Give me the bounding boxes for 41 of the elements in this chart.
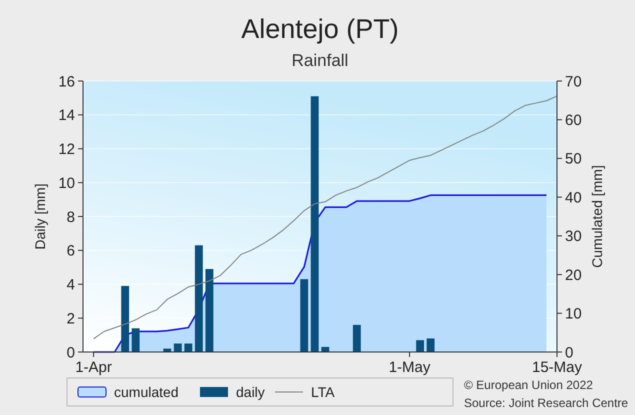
y-tick-label: 4 xyxy=(66,276,75,294)
chart-title: Alentejo (PT) xyxy=(241,14,399,44)
chart-subtitle: Rainfall xyxy=(292,51,348,70)
y2-tick-label: 50 xyxy=(565,150,582,168)
y2-tick-label: 20 xyxy=(565,266,582,284)
bar xyxy=(121,286,130,352)
y-tick-label: 12 xyxy=(58,141,75,158)
y2-tick-label: 10 xyxy=(565,306,582,323)
bar xyxy=(205,269,214,352)
legend-label: cumulated xyxy=(114,384,179,400)
legend-label: LTA xyxy=(311,384,336,400)
bar xyxy=(300,279,308,352)
text: © European Union 2022 xyxy=(464,378,594,392)
y2-axis-title: Cumulated [mm] xyxy=(589,165,605,268)
bar xyxy=(132,328,140,352)
x-tick-label: 1-May xyxy=(388,359,431,376)
y2-tick-label: 30 xyxy=(565,228,582,246)
y2-tick-label: 0 xyxy=(565,344,574,362)
bar xyxy=(184,344,192,352)
y2-tick-label: 60 xyxy=(565,112,582,129)
line-series xyxy=(93,96,558,340)
source-note: Source: Joint Research Centre xyxy=(464,396,628,410)
y-axis-title: Daily [mm] xyxy=(32,183,48,250)
y2-tick-label: 70 xyxy=(565,73,582,90)
bar xyxy=(310,96,319,352)
legend-label: daily xyxy=(236,384,265,400)
bar xyxy=(416,340,424,352)
y2-tick-label: 40 xyxy=(565,189,582,206)
bar xyxy=(194,245,203,352)
bar xyxy=(426,338,435,352)
y-tick-label: 14 xyxy=(58,107,75,124)
x-tick-label: 15-May xyxy=(532,359,582,376)
y-tick-label: 2 xyxy=(66,310,75,328)
y-tick-label: 10 xyxy=(58,174,75,192)
bar xyxy=(352,324,361,352)
y-tick-label: 0 xyxy=(66,344,75,362)
bar xyxy=(174,344,182,352)
y-tick-label: 6 xyxy=(66,242,75,260)
y-tick-label: 16 xyxy=(58,73,75,90)
y-tick-label: 8 xyxy=(66,208,75,226)
x-tick-label: 1-Apr xyxy=(75,359,112,376)
